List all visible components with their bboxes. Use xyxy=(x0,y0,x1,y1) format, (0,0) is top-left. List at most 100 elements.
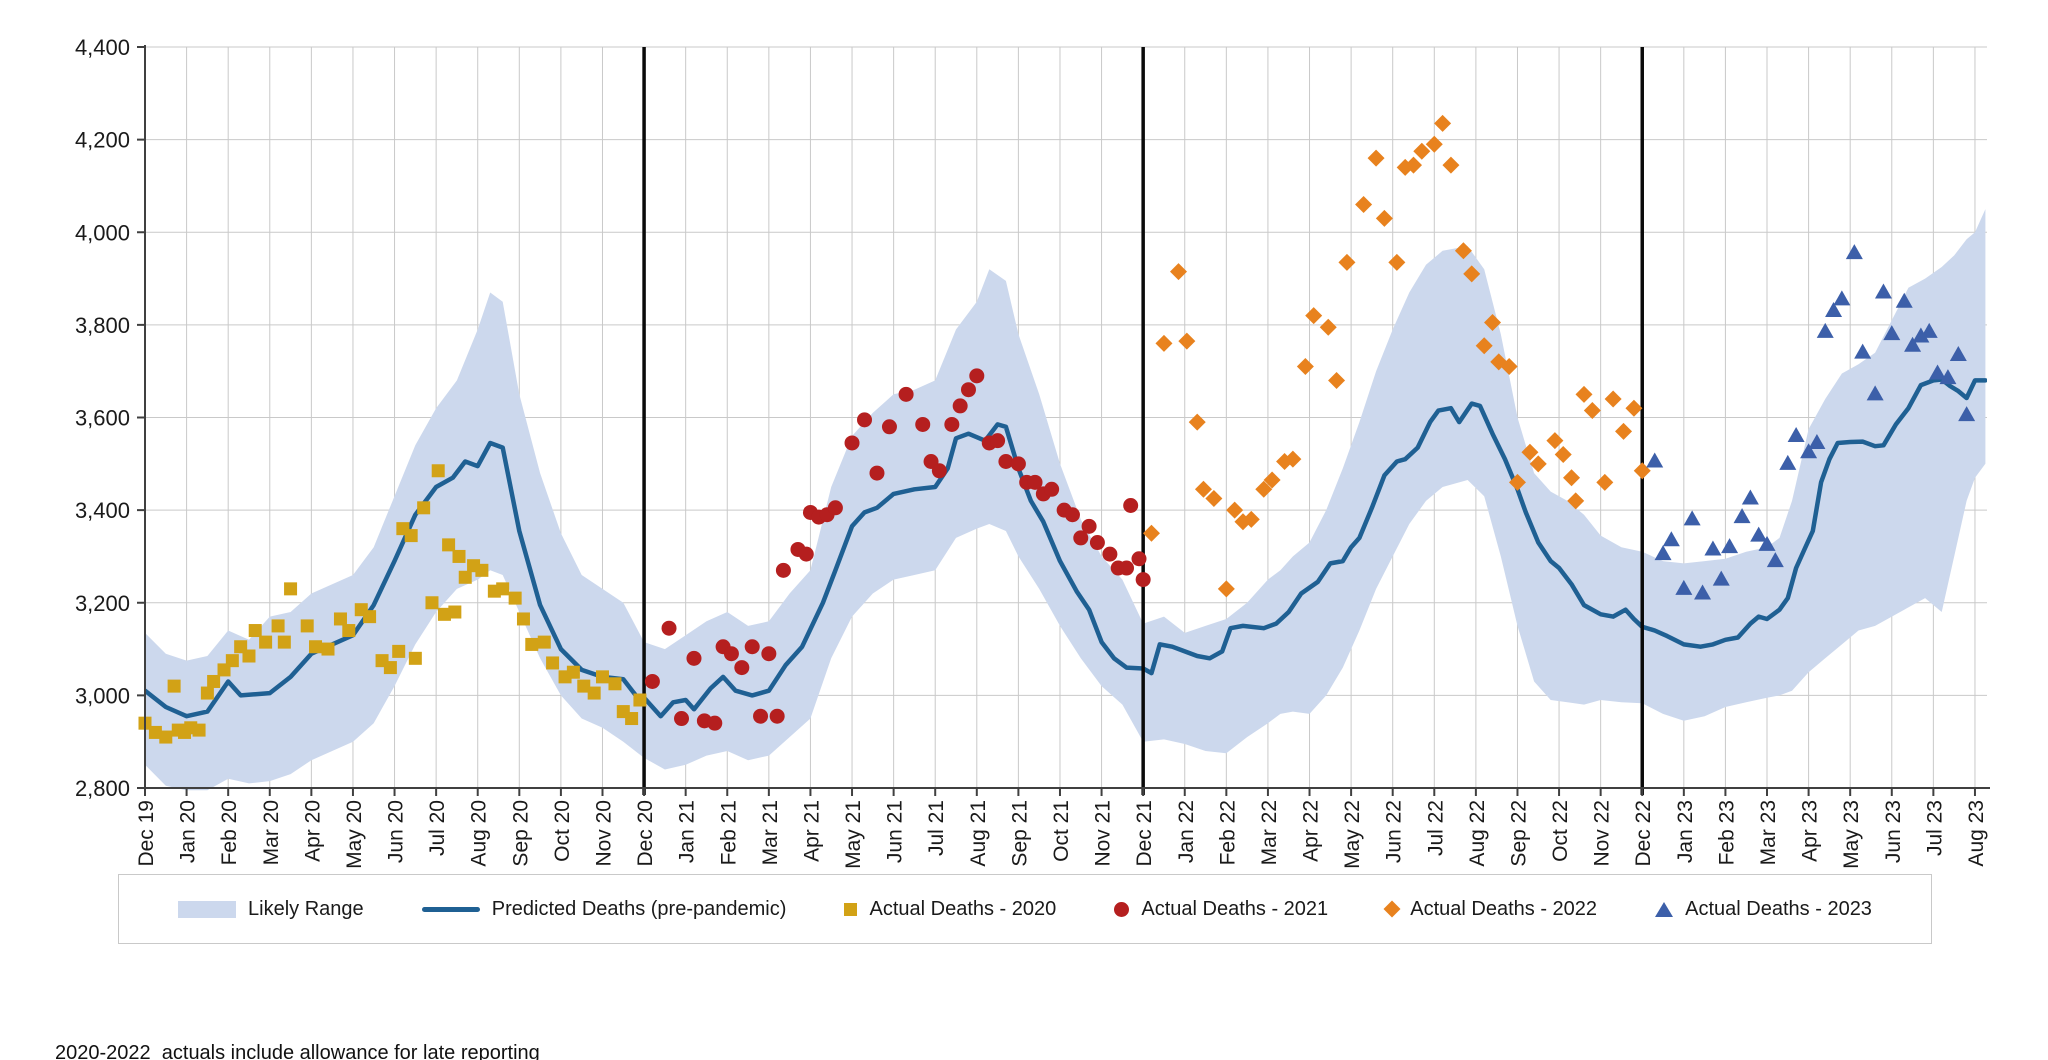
circle-marker-icon xyxy=(1119,560,1135,576)
legend-label: Actual Deaths - 2022 xyxy=(1410,897,1598,920)
diamond-marker-icon xyxy=(1442,156,1460,174)
circle-marker-icon xyxy=(686,650,702,666)
circle-marker-icon xyxy=(775,562,791,578)
diamond-marker-icon xyxy=(1226,501,1244,519)
circle-marker-icon xyxy=(1044,481,1060,497)
x-tick-label: Dec 21 xyxy=(1133,800,1156,867)
square-marker-icon xyxy=(148,725,162,739)
circle-marker-icon xyxy=(661,620,677,636)
diamond-marker-icon xyxy=(1575,385,1593,403)
triangle-marker-icon xyxy=(1733,508,1751,524)
legend-item-actual-2023: Actual Deaths - 2023 xyxy=(1655,898,1872,921)
triangle-marker-icon xyxy=(1758,535,1776,551)
x-tick-label: Jun 23 xyxy=(1882,800,1905,863)
x-tick-label: Mar 21 xyxy=(759,800,782,865)
year-divider-lines xyxy=(642,47,1644,795)
x-tick-label: Jun 21 xyxy=(884,800,907,863)
actual-deaths-2022-points xyxy=(1142,114,1651,598)
diamond-marker-icon xyxy=(1170,263,1188,281)
triangle-marker-icon xyxy=(1929,364,1947,380)
square-marker-icon xyxy=(342,624,356,638)
square-marker-icon xyxy=(192,723,206,737)
triangle-marker-icon xyxy=(1704,540,1722,556)
x-tick-label: Dec 19 xyxy=(135,800,158,867)
x-tick-label: Nov 22 xyxy=(1591,800,1614,867)
diamond-marker-icon xyxy=(1546,432,1564,450)
square-marker-icon xyxy=(225,654,239,668)
circle-marker-icon xyxy=(644,673,660,689)
diamond-marker-icon xyxy=(1567,492,1585,510)
triangle-marker-icon xyxy=(1939,369,1957,385)
diamond-marker-icon xyxy=(1454,242,1472,260)
square-marker-icon xyxy=(442,538,456,552)
x-tick-label: Aug 23 xyxy=(1965,800,1988,867)
triangle-marker-icon xyxy=(1683,510,1701,526)
square-marker-icon xyxy=(475,563,489,577)
circle-marker-icon xyxy=(734,660,750,676)
y-tick-label: 4,400 xyxy=(75,35,130,60)
square-marker-icon xyxy=(516,612,530,626)
square-marker-icon xyxy=(383,661,397,675)
x-tick-label: Jan 20 xyxy=(177,800,200,863)
diamond-marker-icon xyxy=(1355,195,1373,213)
square-marker-icon xyxy=(404,529,418,543)
triangle-marker-icon xyxy=(1920,322,1938,338)
y-tick-label: 2,800 xyxy=(75,776,130,801)
circle-marker-icon xyxy=(761,646,777,662)
triangle-marker-icon xyxy=(1854,343,1872,359)
diamond-marker-icon xyxy=(1563,469,1581,487)
square-marker-icon xyxy=(284,582,298,596)
axes xyxy=(137,45,1990,796)
circle-marker-icon xyxy=(869,465,885,481)
circle-marker-icon xyxy=(798,546,814,562)
diamond-marker-icon xyxy=(1155,334,1173,352)
actual-deaths-2021-points xyxy=(644,368,1151,731)
x-tick-label: Sep 20 xyxy=(509,800,532,867)
legend-item-actual-2020: Actual Deaths - 2020 xyxy=(844,898,1056,921)
x-tick-label: May 23 xyxy=(1840,800,1863,869)
square-marker-icon xyxy=(537,635,551,649)
x-tick-label: Oct 20 xyxy=(551,800,574,862)
x-tick-label: Nov 20 xyxy=(592,800,615,867)
x-tick-label: Feb 21 xyxy=(717,800,740,865)
x-tick-label: Jul 23 xyxy=(1923,800,1946,856)
likely-range-band xyxy=(145,209,1986,791)
triangle-marker-icon xyxy=(1662,531,1680,547)
circle-marker-icon xyxy=(998,453,1014,469)
triangle-marker-icon xyxy=(1655,901,1674,917)
circle-marker-icon xyxy=(857,412,873,428)
triangle-marker-icon xyxy=(1845,244,1863,260)
diamond-marker-icon xyxy=(1404,156,1422,174)
square-marker-icon xyxy=(392,644,406,658)
legend-label: Predicted Deaths (pre-pandemic) xyxy=(491,897,787,920)
diamond-marker-icon xyxy=(1425,135,1443,153)
diamond-marker-icon xyxy=(1328,371,1346,389)
diamond-marker-icon xyxy=(1296,358,1314,376)
square-marker-icon xyxy=(248,624,262,638)
square-marker-icon xyxy=(437,607,451,621)
x-tick-label: May 22 xyxy=(1341,800,1364,869)
x-tick-label: Apr 22 xyxy=(1300,800,1323,862)
circle-marker-icon xyxy=(844,435,860,451)
diamond-marker-icon xyxy=(1242,510,1260,528)
triangle-marker-icon xyxy=(1721,538,1739,554)
circle-marker-icon xyxy=(744,639,760,655)
square-marker-icon xyxy=(159,730,173,744)
legend-label: Actual Deaths - 2023 xyxy=(1685,897,1872,920)
square-marker-icon xyxy=(207,674,221,688)
x-axis-tick-labels: Dec 19 Jan 20 Feb 20 Mar 20 Apr 20 May 20 Jun … xyxy=(135,800,1988,869)
legend-label: Likely Range xyxy=(248,897,364,920)
footnote-1: 2020-2022 actuals include allowance for … xyxy=(55,1042,540,1060)
diamond-marker-icon xyxy=(1508,473,1526,491)
circle-marker-icon xyxy=(1123,497,1139,513)
circle-marker-icon xyxy=(960,382,976,398)
square-marker-icon xyxy=(458,570,472,584)
triangle-marker-icon xyxy=(1904,336,1922,352)
square-marker-icon xyxy=(577,679,591,693)
square-marker-icon xyxy=(300,619,314,633)
x-tick-label: Dec 22 xyxy=(1632,800,1655,867)
triangle-marker-icon xyxy=(1895,292,1913,308)
y-tick-label: 4,200 xyxy=(75,128,130,153)
square-marker-icon xyxy=(625,712,639,726)
square-marker-icon xyxy=(200,686,214,700)
